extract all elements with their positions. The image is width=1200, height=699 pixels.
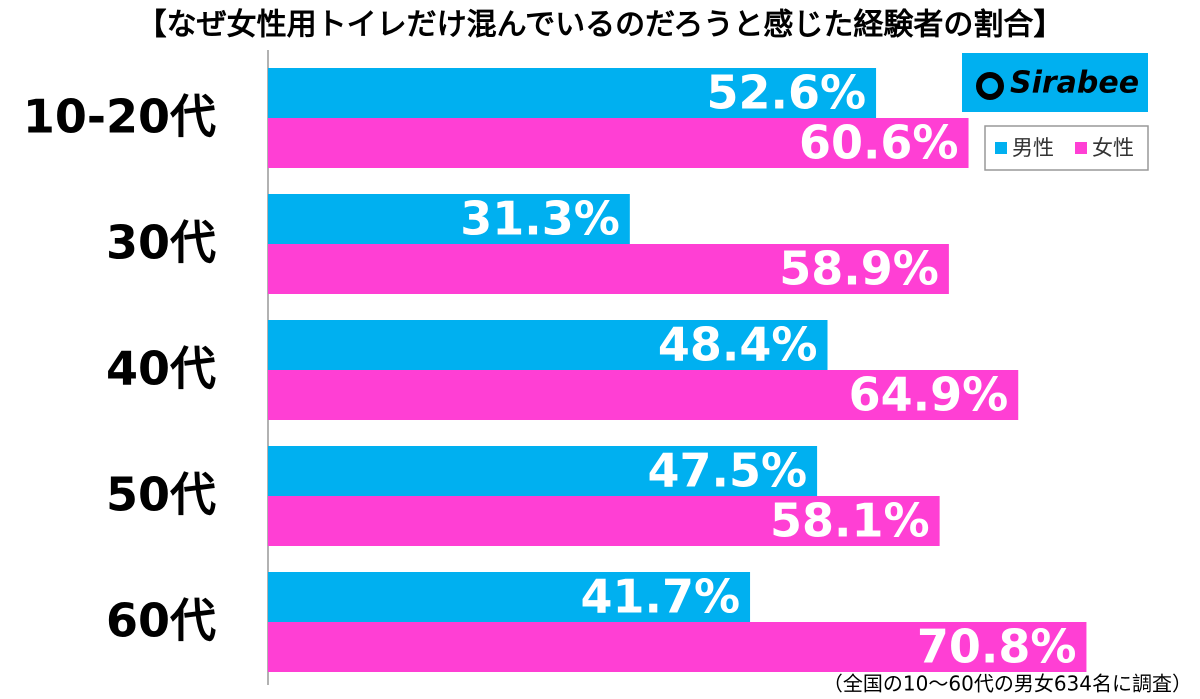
legend — [984, 125, 1149, 171]
value-label: 31.3% — [460, 192, 620, 246]
logo-icon — [976, 72, 1004, 100]
value-label: 60.6% — [799, 116, 959, 170]
bar — [268, 68, 877, 118]
value-label: 70.8% — [917, 620, 1077, 674]
value-label: 64.9% — [849, 368, 1009, 422]
category-label: 40代 — [106, 342, 216, 396]
bar — [268, 370, 1019, 420]
value-label: 41.7% — [580, 570, 740, 624]
bar — [268, 446, 818, 496]
bar — [268, 244, 949, 294]
category-label: 30代 — [106, 216, 216, 270]
logo-box — [962, 53, 1148, 112]
bar — [268, 622, 1087, 672]
category-label: 50代 — [106, 468, 216, 522]
value-label: 47.5% — [648, 444, 808, 498]
bar — [268, 496, 940, 546]
logo-text: Sirabee — [1010, 66, 1139, 101]
chart-title: 【なぜ女性用トイレだけ混んでいるのだろうと感じた経験者の割合】 — [137, 8, 1064, 43]
legend-swatch — [995, 142, 1007, 154]
legend-label: 女性 — [1092, 136, 1134, 160]
legend-label: 男性 — [1012, 136, 1054, 160]
bar — [268, 194, 630, 244]
value-label: 52.6% — [706, 66, 866, 120]
category-label: 10-20代 — [23, 90, 216, 144]
value-label: 58.9% — [779, 242, 939, 296]
bar — [268, 118, 969, 168]
bar — [268, 572, 751, 622]
value-label: 58.1% — [770, 494, 930, 548]
bar — [268, 320, 828, 370]
category-label: 60代 — [106, 594, 216, 648]
value-label: 48.4% — [658, 318, 818, 372]
footnote: （全国の10～60代の男女634名に調査） — [823, 672, 1192, 696]
legend-swatch — [1075, 142, 1087, 154]
